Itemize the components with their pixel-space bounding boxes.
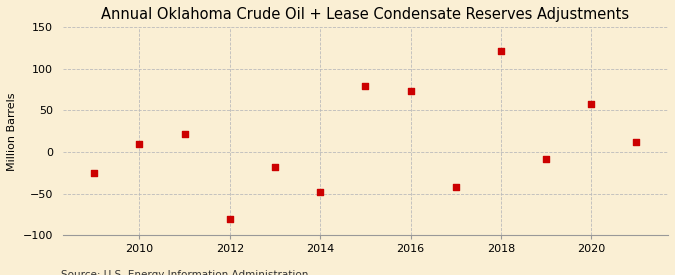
Point: [315, 190, 325, 194]
Point: [405, 89, 416, 94]
Point: [360, 83, 371, 88]
Point: [134, 142, 145, 146]
Point: [224, 216, 235, 221]
Point: [495, 48, 506, 53]
Point: [269, 165, 280, 169]
Point: [586, 102, 597, 106]
Point: [179, 131, 190, 136]
Point: [631, 140, 642, 144]
Point: [89, 171, 100, 175]
Title: Annual Oklahoma Crude Oil + Lease Condensate Reserves Adjustments: Annual Oklahoma Crude Oil + Lease Conden…: [101, 7, 629, 22]
Point: [541, 156, 551, 161]
Y-axis label: Million Barrels: Million Barrels: [7, 92, 17, 170]
Point: [450, 185, 461, 189]
Text: Source: U.S. Energy Information Administration: Source: U.S. Energy Information Administ…: [61, 271, 308, 275]
